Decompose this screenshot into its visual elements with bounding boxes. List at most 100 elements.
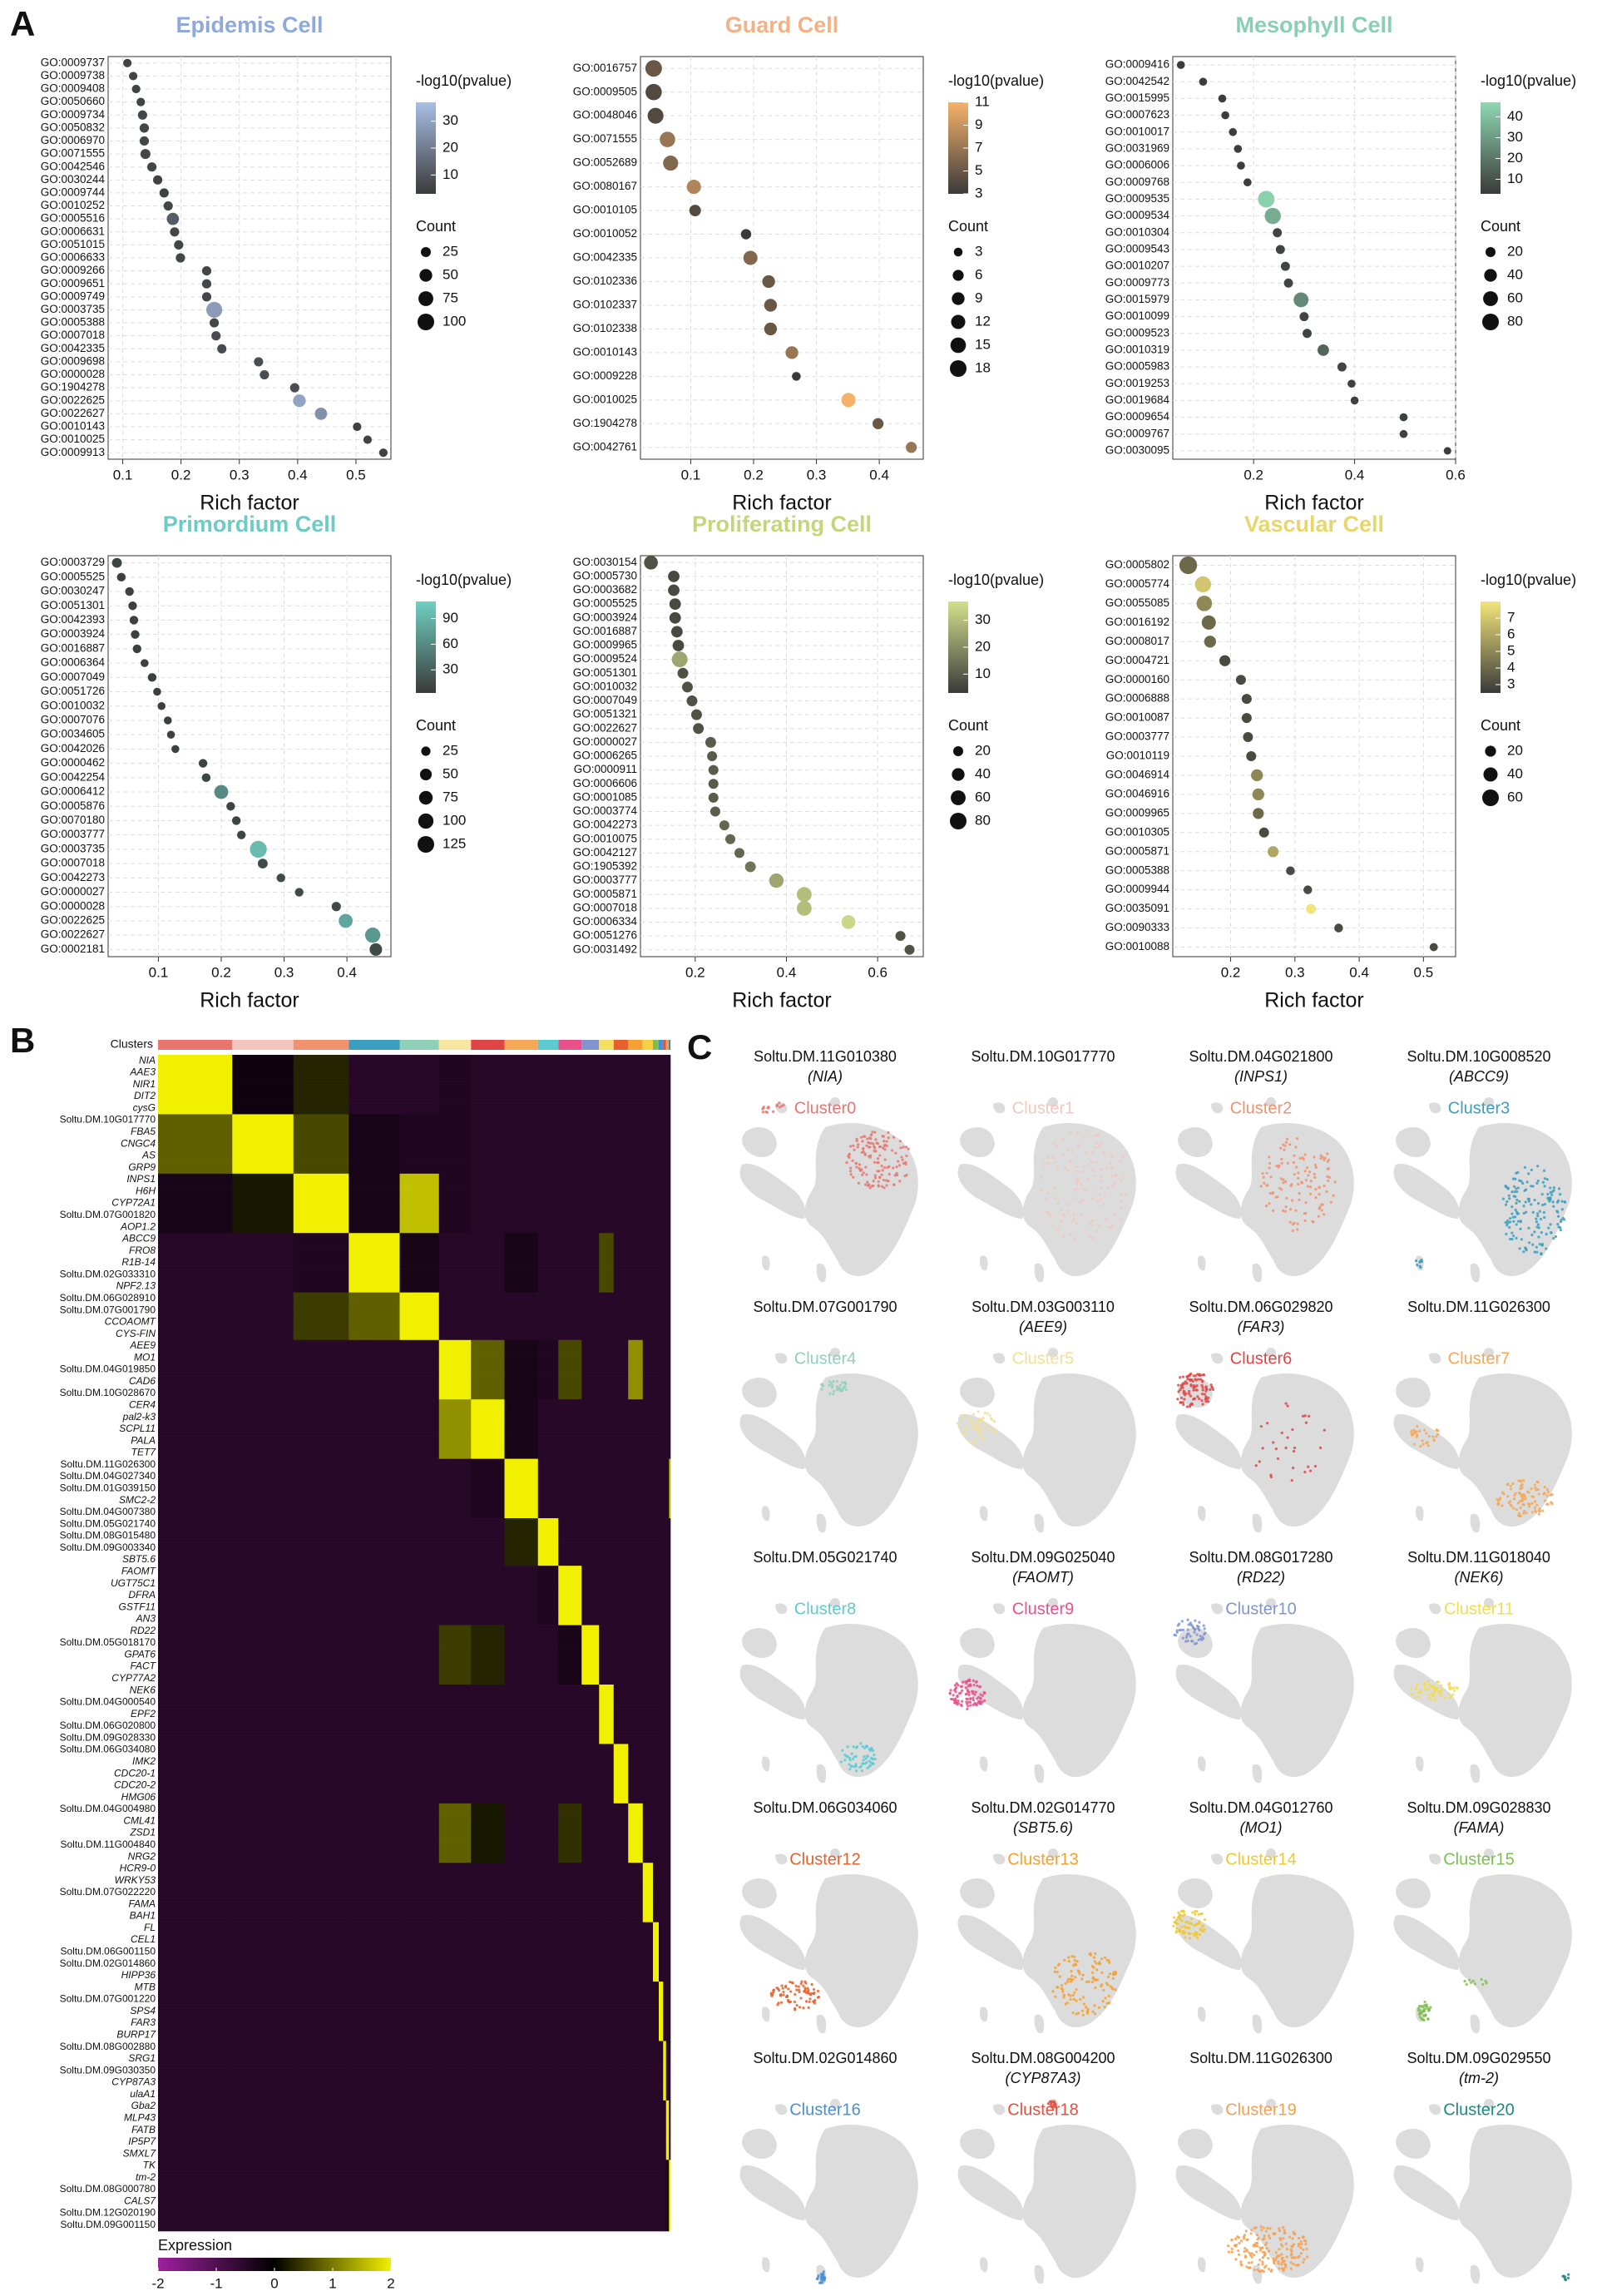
- expression-dot: [1314, 1165, 1318, 1170]
- y-tick-label: GO:0010052: [573, 227, 637, 240]
- heat-cell: [158, 1102, 233, 1115]
- heat-cell: [628, 1601, 644, 1614]
- heat-cell: [232, 1137, 294, 1150]
- heat-cell: [613, 1090, 629, 1103]
- heat-cell: [628, 1553, 644, 1566]
- heat-cell: [613, 2219, 629, 2232]
- heat-cell: [613, 1220, 629, 1234]
- expression-dot: [1204, 1388, 1208, 1391]
- heat-cell: [665, 1150, 670, 1162]
- heat-cell: [293, 2219, 349, 2232]
- heat-cell: [158, 1732, 233, 1744]
- heat-cell: [471, 1375, 505, 1388]
- heat-cell: [232, 1850, 294, 1863]
- expression-dot: [1046, 1161, 1050, 1165]
- heat-cell: [653, 1375, 660, 1388]
- heat-cell: [293, 1423, 349, 1436]
- y-tick-label: GO:0002181: [41, 943, 105, 955]
- heat-cell: [438, 2207, 472, 2220]
- gene-label: FAR3: [131, 2016, 156, 2028]
- heat-cell: [537, 1553, 559, 1566]
- x-tick-label: 0.2: [211, 964, 231, 980]
- expression-dot: [1236, 2235, 1239, 2239]
- expression-dot: [1092, 1134, 1096, 1137]
- expression-dot: [1323, 1184, 1326, 1188]
- heat-cell: [349, 1815, 400, 1828]
- heat-cell: [158, 1566, 233, 1578]
- legend-label: 18: [975, 359, 991, 375]
- heat-cell: [504, 1280, 539, 1293]
- cluster-label: Cluster7: [1448, 1349, 1510, 1368]
- heat-cell: [232, 1399, 294, 1412]
- expression-dot: [845, 1160, 848, 1165]
- heat-cell: [663, 1197, 667, 1210]
- heat-cell: [581, 1863, 600, 1875]
- heat-cell: [599, 1566, 615, 1578]
- heat-cell: [628, 1993, 644, 2006]
- heat-cell: [232, 2052, 294, 2066]
- heat-cell: [504, 1541, 539, 1555]
- expression-dot: [1100, 1185, 1103, 1189]
- heat-cell: [642, 1613, 654, 1626]
- heat-cell: [628, 1803, 644, 1816]
- heat-cell: [399, 1969, 440, 1982]
- heat-cell: [293, 1720, 349, 1733]
- heat-cell: [232, 1506, 294, 1519]
- expression-dot: [1100, 1175, 1103, 1179]
- expression-dot: [1543, 1185, 1546, 1188]
- heat-cell: [653, 1982, 660, 1994]
- gene-label: PALA: [131, 1434, 156, 1446]
- heat-cell: [599, 2016, 615, 2030]
- heat-cell: [349, 1577, 400, 1591]
- dot: [198, 759, 208, 768]
- heat-cell: [471, 1161, 505, 1175]
- heat-cell: [663, 1803, 667, 1816]
- expression-dot: [1450, 1687, 1454, 1690]
- heat-cell: [537, 1185, 559, 1198]
- heat-cell: [399, 1863, 440, 1875]
- heat-cell: [665, 1102, 670, 1115]
- heat-cell: [158, 1577, 233, 1591]
- y-tick-label: GO:0006631: [41, 225, 105, 237]
- expression-dot: [789, 1980, 792, 1984]
- heat-cell: [599, 1933, 615, 1947]
- heat-cell: [642, 2207, 654, 2220]
- gene-label: SCPL11: [119, 1423, 156, 1434]
- heat-cell: [438, 1838, 472, 1852]
- legend-title: Count: [416, 218, 456, 235]
- expression-dot: [1506, 1219, 1510, 1223]
- heat-cell: [293, 1767, 349, 1780]
- heat-cell: [599, 1601, 615, 1614]
- heat-cell: [558, 1399, 582, 1412]
- legend-dot: [419, 768, 433, 781]
- gene-label: FL: [144, 1922, 156, 1933]
- expression-dot: [1294, 2264, 1298, 2267]
- heat-cell: [665, 1732, 670, 1744]
- expression-dot: [1537, 1226, 1540, 1230]
- expression-dot: [878, 1154, 882, 1157]
- heat-cell: [537, 1316, 559, 1329]
- heat-cell: [663, 1577, 667, 1591]
- heat-cell: [663, 1506, 667, 1519]
- heat-cell: [558, 1969, 582, 1982]
- heat-cell: [665, 2112, 670, 2125]
- expression-dot: [1328, 1175, 1332, 1179]
- gene-label: NEK6: [130, 1684, 156, 1695]
- y-tick-label: GO:0010088: [1105, 940, 1169, 953]
- expression-dot: [1091, 1190, 1095, 1193]
- heat-cell: [642, 1280, 654, 1293]
- heat-cell: [158, 1601, 233, 1614]
- expression-dot: [1081, 2013, 1085, 2016]
- heat-cell: [653, 1280, 660, 1293]
- expression-dot: [873, 1176, 878, 1180]
- dot: [645, 83, 662, 101]
- cluster-bar: [669, 1040, 670, 1050]
- expression-dot: [1419, 1689, 1422, 1692]
- expression-dot: [984, 1422, 987, 1426]
- heat-cell: [158, 1863, 233, 1875]
- heat-cell: [349, 1316, 400, 1329]
- heat-cell: [653, 1886, 660, 1899]
- expression-dot: [780, 1104, 784, 1108]
- heat-cell: [669, 2148, 671, 2160]
- expression-dot: [873, 1757, 877, 1761]
